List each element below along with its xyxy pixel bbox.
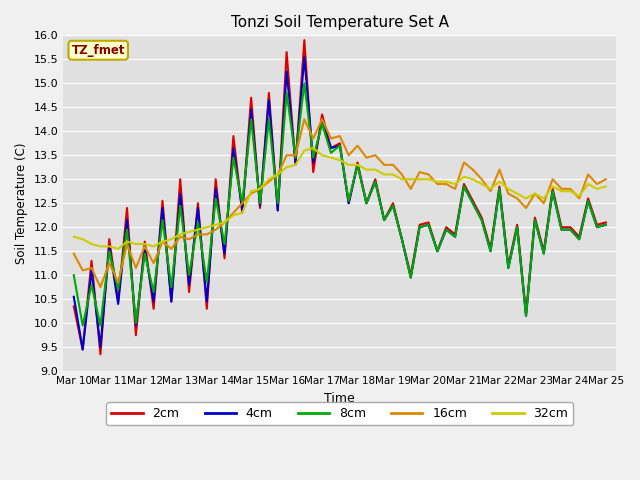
Text: TZ_fmet: TZ_fmet bbox=[72, 44, 125, 57]
Y-axis label: Soil Temperature (C): Soil Temperature (C) bbox=[15, 143, 28, 264]
Legend: 2cm, 4cm, 8cm, 16cm, 32cm: 2cm, 4cm, 8cm, 16cm, 32cm bbox=[106, 402, 573, 425]
X-axis label: Time: Time bbox=[324, 392, 355, 405]
Title: Tonzi Soil Temperature Set A: Tonzi Soil Temperature Set A bbox=[231, 15, 449, 30]
